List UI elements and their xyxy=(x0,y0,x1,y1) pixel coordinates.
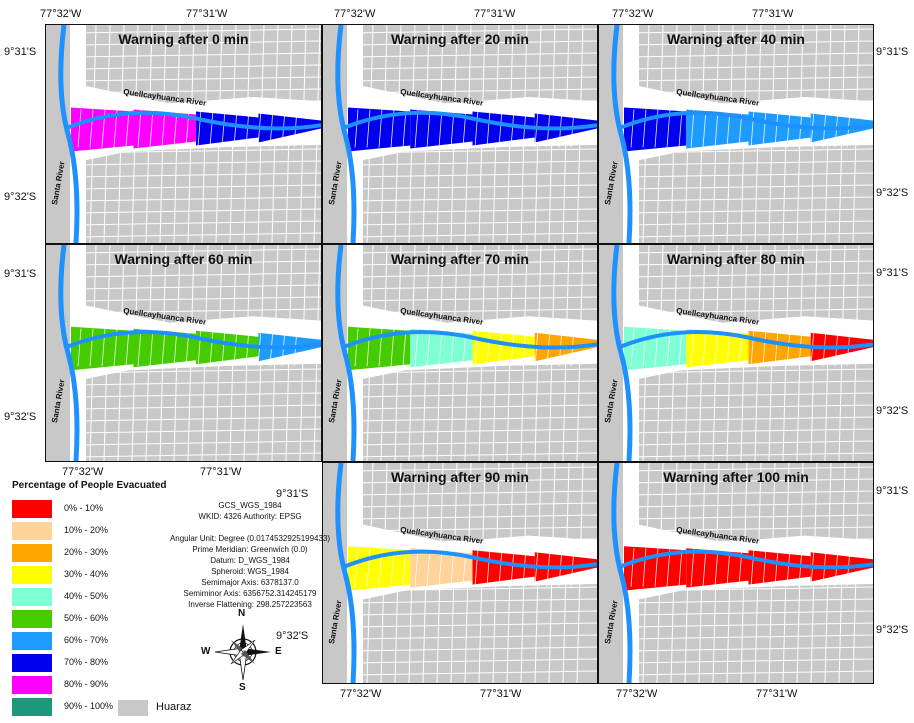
legend-label: 50% - 60% xyxy=(64,613,109,623)
legend-swatch xyxy=(12,522,52,540)
sr-line-3 xyxy=(150,522,350,533)
lat-label-right-1: 9°31'S xyxy=(876,46,909,58)
huaraz-label: Huaraz xyxy=(156,701,192,713)
legend-title: Percentage of People Evacuated xyxy=(12,480,167,491)
panel-title: Warning after 70 min xyxy=(391,251,529,267)
compass-n: N xyxy=(238,608,246,619)
spatial-reference: GCS_WGS_1984 WKID: 4326 Authority: EPSG … xyxy=(150,500,350,610)
lat-label-left-3: 9°31'S xyxy=(4,268,37,280)
sr-line-7: Spheroid: WGS_1984 xyxy=(211,567,289,576)
lat-label-right-3: 9°31'S xyxy=(876,267,909,279)
lat-label-left-1: 9°31'S xyxy=(4,46,37,58)
panel-title: Warning after 0 min xyxy=(118,31,249,47)
lon-label-top-2: 77°31'W xyxy=(186,8,228,20)
legend-label: 60% - 70% xyxy=(64,635,109,645)
legend-label: 10% - 20% xyxy=(64,525,109,535)
panel-title: Warning after 80 min xyxy=(667,251,805,267)
panel-title: Warning after 20 min xyxy=(391,31,529,47)
sr-line-4: Angular Unit: Degree (0.0174532925199433… xyxy=(169,534,331,543)
legend-swatch xyxy=(12,654,52,672)
lon-label-top-6: 77°31'W xyxy=(752,8,794,20)
legend-swatch xyxy=(12,632,52,650)
legend-swatch xyxy=(12,566,52,584)
lon-label-top-5: 77°32'W xyxy=(612,8,654,20)
panel-title: Warning after 100 min xyxy=(663,469,809,485)
compass-rose-icon: N S W E xyxy=(201,608,282,693)
lon-label-mid-2: 77°31'W xyxy=(200,466,242,478)
map-panel-40: Warning after 40 min Quellcayhuanca River… xyxy=(598,24,874,244)
map-panel-80: Warning after 80 min Quellcayhuanca River… xyxy=(598,244,874,462)
map-panel-0: Warning after 0 min Quellcayhuanca River S… xyxy=(45,24,322,244)
legend-label: 30% - 40% xyxy=(64,569,109,579)
lon-label-top-4: 77°31'W xyxy=(474,8,516,20)
legend-swatch xyxy=(12,544,52,562)
sr-line-2: WKID: 4326 Authority: EPSG xyxy=(198,512,302,521)
map-panel-100: Warning after 100 min Quellcayhuanca Rive… xyxy=(598,462,874,684)
panel-title: Warning after 40 min xyxy=(667,31,805,47)
lat-label-right-2: 9°32'S xyxy=(876,187,909,199)
legend-label: 20% - 30% xyxy=(64,547,109,557)
lat-label-left-4: 9°32'S xyxy=(4,411,37,423)
sr-line-9: Semiminor Axis: 6356752.314245179 xyxy=(183,589,317,598)
huaraz-swatch xyxy=(118,700,148,716)
lat-label-left-2: 9°32'S xyxy=(4,191,37,203)
legend-label: 90% - 100% xyxy=(64,701,114,711)
sr-line-1: GCS_WGS_1984 xyxy=(218,501,282,510)
legend-swatch xyxy=(12,500,52,518)
lon-label-bottom-3: 77°32'W xyxy=(616,688,658,700)
compass-w: W xyxy=(201,646,211,657)
lon-label-bottom-4: 77°31'W xyxy=(756,688,798,700)
lat-label-right-4: 9°32'S xyxy=(876,405,909,417)
lon-label-mid-1: 77°32'W xyxy=(62,466,104,478)
legend-label: 40% - 50% xyxy=(64,591,109,601)
map-panel-60: Warning after 60 min Quellcayhuanca River… xyxy=(45,244,322,462)
sr-line-8: Semimajor Axis: 6378137.0 xyxy=(201,578,299,587)
lat-label-right-6: 9°32'S xyxy=(876,624,909,636)
lon-label-bottom-1: 77°32'W xyxy=(340,688,382,700)
sr-line-6: Datum: D_WGS_1984 xyxy=(210,556,290,565)
map-panel-70: Warning after 70 min Quellcayhuanca River… xyxy=(322,244,598,462)
map-panel-20: Warning after 20 min Quellcayhuanca River… xyxy=(322,24,598,244)
legend-swatch xyxy=(12,588,52,606)
lat-label-left-6: 9°32'S xyxy=(276,630,309,642)
compass-s: S xyxy=(239,682,246,693)
panel-title: Warning after 60 min xyxy=(114,251,253,267)
compass-e: E xyxy=(275,646,282,657)
legend-swatch xyxy=(12,698,52,716)
legend-swatch xyxy=(12,676,52,694)
lat-label-right-5: 9°31'S xyxy=(876,485,909,497)
panel-title: Warning after 90 min xyxy=(391,469,529,485)
legend-label: 70% - 80% xyxy=(64,657,109,667)
legend-label: 0% - 10% xyxy=(64,503,104,513)
lon-label-bottom-2: 77°31'W xyxy=(480,688,522,700)
lon-label-top-3: 77°32'W xyxy=(334,8,376,20)
lat-label-left-5: 9°31'S xyxy=(276,488,309,500)
lon-label-top-1: 77°32'W xyxy=(40,8,82,20)
legend-label: 80% - 90% xyxy=(64,679,109,689)
sr-line-5: Prime Meridian: Greenwich (0.0) xyxy=(192,545,308,554)
sr-line-10: Inverse Flattening: 298.257223563 xyxy=(188,600,312,609)
map-panel-90: Warning after 90 min Quellcayhuanca River… xyxy=(322,462,598,684)
legend-swatch xyxy=(12,610,52,628)
